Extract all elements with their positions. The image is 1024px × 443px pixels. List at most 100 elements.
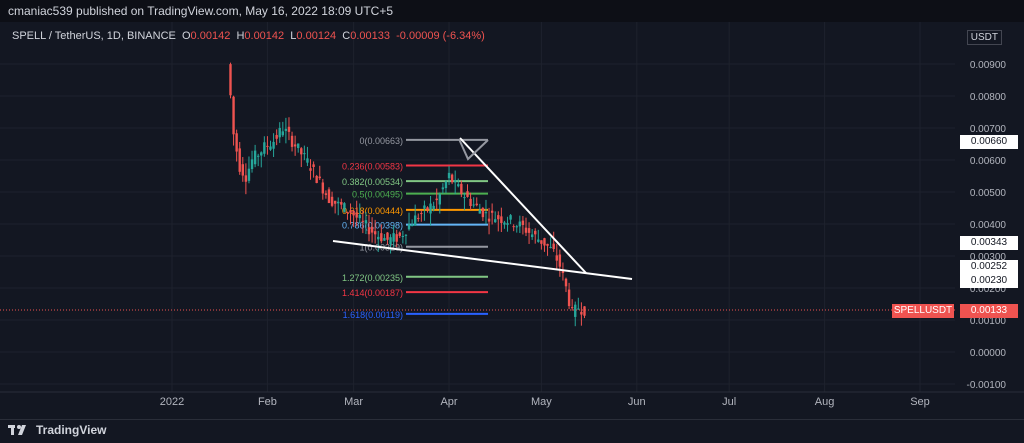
price-axis: 0.00900 0.00800 0.00700 0.00600 0.00500 0.004… bbox=[955, 22, 1024, 419]
candle-body bbox=[410, 224, 414, 227]
candle-body bbox=[413, 215, 417, 226]
candle-body bbox=[469, 198, 472, 206]
candle-body bbox=[315, 175, 318, 183]
candle-body bbox=[398, 232, 401, 236]
close-label: C bbox=[342, 30, 351, 42]
tradingview-logo[interactable]: TradingView bbox=[8, 423, 106, 437]
candle-body bbox=[426, 207, 429, 210]
fib-label: 0.236(0.00583) bbox=[342, 161, 403, 171]
y-tick-label: 0.00600 bbox=[970, 156, 1007, 167]
candle-body bbox=[417, 217, 420, 219]
time-axis: 2022 Feb Mar Apr May Jun Jul Aug Sep bbox=[0, 391, 1024, 408]
price-axis-bg bbox=[955, 22, 1024, 419]
candle-body bbox=[487, 218, 491, 222]
candle-body bbox=[250, 159, 254, 170]
candle-body bbox=[472, 204, 475, 206]
candle-body bbox=[577, 308, 580, 310]
candle-body bbox=[552, 243, 555, 249]
candle-body bbox=[346, 212, 349, 214]
symbol-label[interactable]: SPELL / TetherUS, 1D, BINANCE bbox=[12, 30, 176, 42]
candle-body bbox=[478, 209, 482, 214]
candle-body bbox=[521, 220, 525, 225]
candle-body bbox=[263, 142, 266, 154]
candle-body bbox=[386, 232, 389, 240]
candle-body bbox=[509, 215, 512, 220]
y-tick-label: 0.00300 bbox=[970, 252, 1007, 263]
y-tick-label: 0.00000 bbox=[970, 348, 1007, 359]
candle-body bbox=[352, 210, 355, 216]
fib-label: 0.618(0.00444) bbox=[342, 206, 403, 216]
candle-body bbox=[500, 216, 503, 223]
candle-body bbox=[450, 174, 454, 183]
low-value: 0.00124 bbox=[296, 30, 337, 42]
candle-body bbox=[490, 210, 494, 213]
candle-body bbox=[583, 306, 586, 316]
candle-body bbox=[484, 212, 488, 214]
candle-body bbox=[380, 233, 383, 242]
grid bbox=[0, 22, 955, 392]
chart-area[interactable]: 0(0.00663) 0.236(0.00583) 0.382(0.00534) 0.… bbox=[0, 22, 1024, 419]
candle-body bbox=[290, 135, 294, 147]
candle-body bbox=[580, 311, 583, 315]
y-tick-label: 0.00700 bbox=[970, 124, 1007, 135]
candle-body bbox=[527, 228, 531, 233]
fib-label: 0(0.00663) bbox=[359, 136, 403, 146]
symbol-tag: SPELLUSDT bbox=[892, 304, 954, 318]
price-badge-0.00230: 0.00230 bbox=[960, 274, 1018, 288]
candle-body bbox=[404, 234, 408, 236]
candle-body bbox=[266, 145, 269, 147]
candle-body bbox=[395, 234, 398, 242]
ohlc-legend: SPELL / TetherUS, 1D, BINANCE O0.00142 H… bbox=[12, 30, 485, 42]
candle-body bbox=[423, 205, 426, 209]
candle-body bbox=[229, 64, 232, 96]
candle-body bbox=[318, 176, 321, 179]
candle-body bbox=[238, 148, 241, 172]
candle-body bbox=[546, 243, 549, 246]
candle-body bbox=[429, 203, 432, 214]
trendline-upper bbox=[459, 137, 587, 274]
candle-body bbox=[564, 278, 568, 287]
x-tick-label: 2022 bbox=[160, 396, 184, 408]
candle-body bbox=[278, 127, 281, 138]
x-tick-label: Jun bbox=[628, 396, 646, 408]
candle-body bbox=[444, 181, 448, 189]
price-badge-0.00252: 0.00252 bbox=[960, 260, 1018, 274]
candle-body bbox=[392, 233, 395, 242]
candle-body bbox=[561, 269, 565, 274]
candle-body bbox=[260, 152, 263, 156]
candle-body bbox=[377, 236, 380, 240]
candle-body bbox=[432, 205, 435, 210]
change-value: -0.00009 (-6.34%) bbox=[396, 30, 485, 42]
candle-body bbox=[232, 96, 235, 135]
candle-body bbox=[460, 183, 463, 194]
currency-label[interactable]: USDT bbox=[966, 30, 1002, 45]
price-chart[interactable]: 0(0.00663) 0.236(0.00583) 0.382(0.00534) 0.… bbox=[0, 22, 1024, 419]
candle-body bbox=[537, 239, 540, 242]
candle-body bbox=[503, 222, 506, 225]
x-tick-label: Feb bbox=[258, 396, 277, 408]
trend-drawings bbox=[332, 137, 633, 280]
y-tick-label: 0.00900 bbox=[970, 60, 1007, 71]
fib-label: 0.5(0.00495) bbox=[352, 190, 403, 200]
candle-body bbox=[333, 200, 337, 204]
high-label: H bbox=[236, 30, 245, 42]
candle-body bbox=[300, 148, 303, 155]
fib-label: 0.382(0.00534) bbox=[342, 177, 403, 187]
candle-body bbox=[518, 221, 522, 227]
y-tick-label: 0.00500 bbox=[970, 188, 1007, 199]
candle-body bbox=[343, 203, 346, 212]
candle-body bbox=[555, 255, 558, 261]
y-tick-label: 0.00100 bbox=[970, 316, 1007, 327]
candle-body bbox=[358, 214, 361, 219]
candle-body bbox=[401, 235, 405, 237]
fib-lines: 0(0.00663) 0.236(0.00583) 0.382(0.00534) 0.… bbox=[342, 136, 488, 320]
candle-body bbox=[441, 187, 445, 190]
candle-body bbox=[524, 227, 528, 233]
candle-body bbox=[549, 247, 552, 249]
candle-body bbox=[494, 219, 497, 223]
candle-body bbox=[284, 128, 288, 131]
publisher-text: cmaniac539 published on TradingView.com,… bbox=[8, 4, 394, 18]
candle-body bbox=[337, 201, 340, 204]
candle-body bbox=[293, 144, 297, 147]
candle-body bbox=[506, 223, 509, 225]
